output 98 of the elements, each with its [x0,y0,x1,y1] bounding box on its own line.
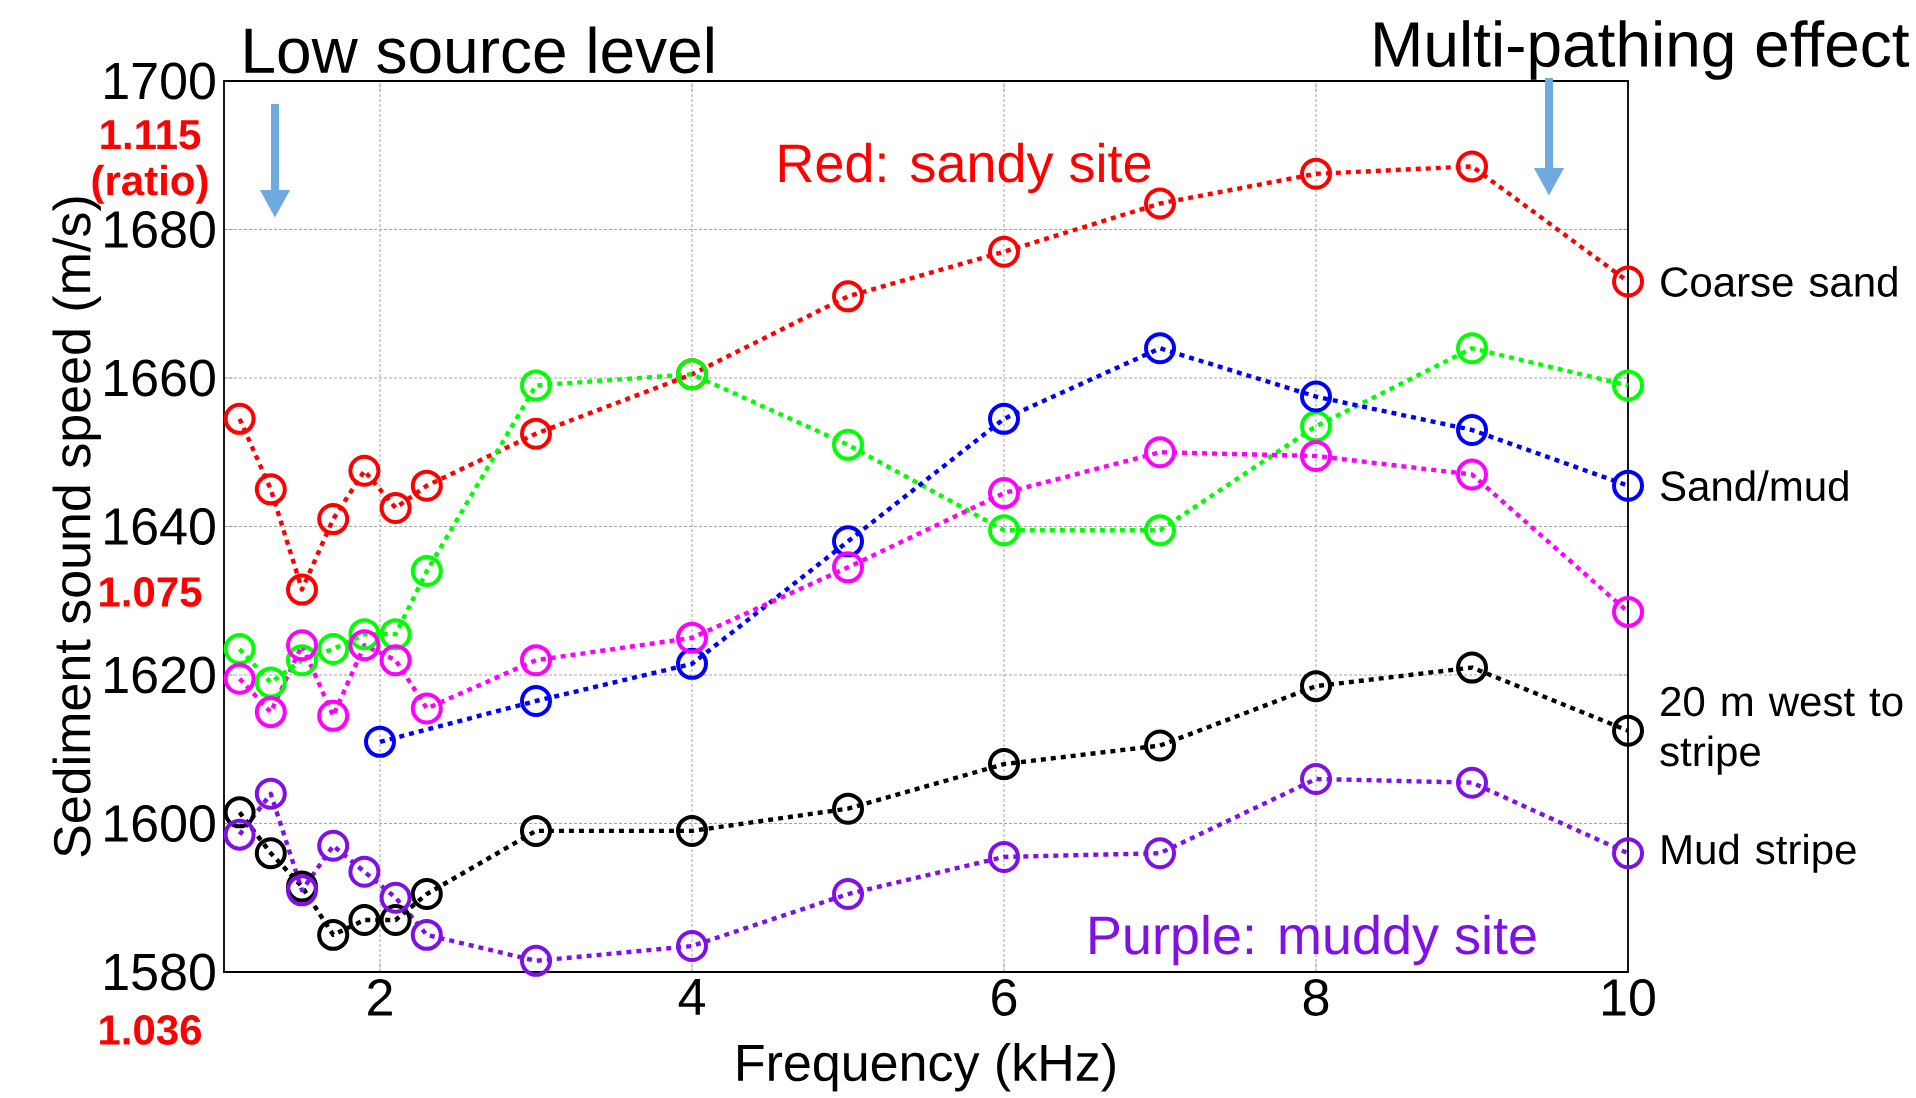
point [223,402,256,435]
point [1612,714,1645,747]
point [832,551,865,584]
point [1612,837,1645,870]
annotation: Red: sandy site [779,142,1151,194]
point [832,428,865,461]
y-tick-label: 1660 [105,359,215,397]
legend-label: 20 m west to stripe [1660,686,1903,775]
legend-label: Mud stripe [1662,833,1856,873]
x-tick-label: 10 [1603,978,1655,1016]
point [520,369,552,402]
point [286,573,318,606]
point [832,280,865,313]
y-tick-label: 1640 [105,507,215,545]
point [988,514,1021,547]
point [988,235,1021,268]
point [348,629,381,662]
point [988,402,1021,435]
y-tick-label: 1580 [105,953,215,991]
point [520,417,552,450]
y-tick-label: 1600 [105,804,215,842]
point [676,621,709,654]
text: 1.075 [100,577,202,607]
point [317,699,350,732]
x-tick-label: 4 [678,978,705,1015]
point [1300,410,1333,443]
point [254,473,287,506]
point [1144,187,1177,220]
point [317,918,350,951]
point [1456,332,1489,365]
point [348,618,381,651]
legend-label: Coarse sand [1661,265,1897,297]
point [286,629,318,662]
point [379,491,412,524]
point [1300,380,1333,413]
point [1612,265,1645,298]
point [364,725,396,758]
point [676,929,709,962]
point [254,666,287,699]
point [1612,469,1645,502]
text: Low source level [245,26,713,74]
point [1300,439,1333,472]
point [1300,670,1333,703]
y-tick-label: 1700 [105,62,215,100]
point [379,881,412,914]
y-tick-label: 1680 [105,210,215,248]
x-axis-title: Frequency (kHz) [738,1042,1115,1092]
legend-label: Sand/mud [1660,470,1848,501]
y-tick-label: 1620 [105,656,215,694]
point [1456,651,1489,684]
point [410,469,443,502]
point [1144,729,1177,762]
point [832,877,865,910]
point [1144,837,1177,870]
point [1300,157,1333,190]
point [348,903,381,936]
point [1144,332,1177,365]
point [410,918,443,951]
point [223,796,256,829]
point [520,814,552,847]
text: 1.036 [100,1015,202,1045]
point [1456,150,1489,183]
point [254,837,287,870]
point [1144,514,1177,547]
point [348,454,381,487]
point [223,662,256,695]
point [223,818,256,851]
point [317,829,350,862]
point [520,644,552,677]
point [520,944,552,977]
point [379,644,412,677]
point [988,840,1021,873]
point [410,877,443,910]
point [1456,413,1489,446]
point [520,684,552,717]
point [676,814,709,847]
point [317,502,350,535]
x-tick-label: 6 [992,978,1017,1016]
point [988,748,1021,781]
point [1612,369,1645,402]
point [223,632,256,665]
point [1456,766,1489,799]
point [1612,595,1645,628]
point [988,476,1021,509]
point [317,632,350,665]
point [348,855,381,888]
point [410,554,443,587]
text: Multi-pathing effect [1375,20,1910,80]
point [832,792,865,825]
point [1300,762,1333,795]
annotation: Purple: muddy site [1090,914,1536,966]
x-tick-label: 8 [1303,978,1329,1016]
point [410,692,443,725]
point [1456,458,1489,491]
point [1144,436,1177,469]
x-tick-label: 2 [368,978,392,1016]
point [254,696,287,729]
point [254,777,287,810]
